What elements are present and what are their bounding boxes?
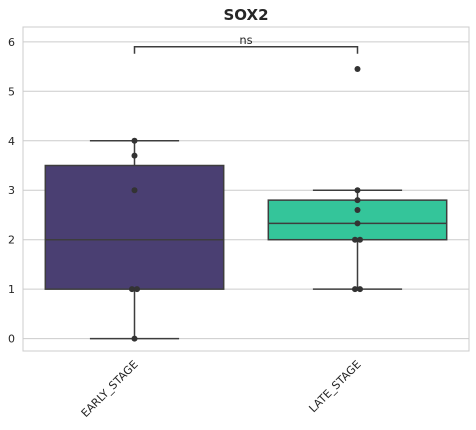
y-tick-label: 6 (8, 36, 15, 49)
y-axis: 0 1 2 3 4 5 6 (8, 36, 15, 346)
significance-annotation: ns (133, 33, 359, 54)
y-tick-label: 3 (8, 184, 15, 197)
y-tick-label: 1 (8, 283, 15, 296)
data-point (131, 335, 138, 342)
significance-label: ns (239, 33, 252, 47)
box-early-stage (44, 140, 225, 340)
data-point (131, 152, 138, 159)
data-point (131, 137, 138, 144)
data-point (354, 207, 361, 214)
data-point (354, 197, 361, 204)
x-axis: EARLY_STAGE LATE_STAGE (79, 358, 364, 420)
chart-title: SOX2 (223, 6, 268, 24)
data-point (354, 220, 361, 227)
plot-frame (22, 26, 470, 352)
box-body (44, 164, 225, 290)
y-tick-label: 0 (8, 333, 15, 346)
data-point (134, 286, 140, 293)
points-layer (129, 66, 363, 342)
y-tick-label: 4 (8, 135, 15, 148)
y-tick-label: 5 (8, 85, 15, 98)
significance-bracket (133, 46, 359, 54)
data-point (352, 286, 358, 293)
x-tick-label: LATE_STAGE (306, 358, 363, 415)
data-point (129, 286, 135, 293)
y-tick-label: 2 (8, 234, 15, 247)
data-point (357, 286, 363, 293)
data-point (352, 236, 358, 243)
box-body (267, 199, 448, 241)
data-point (354, 187, 361, 194)
data-point (354, 66, 361, 73)
x-tick-label: EARLY_STAGE (79, 358, 141, 420)
data-point (131, 187, 138, 194)
data-point (357, 236, 363, 243)
boxes-layer (44, 140, 448, 340)
